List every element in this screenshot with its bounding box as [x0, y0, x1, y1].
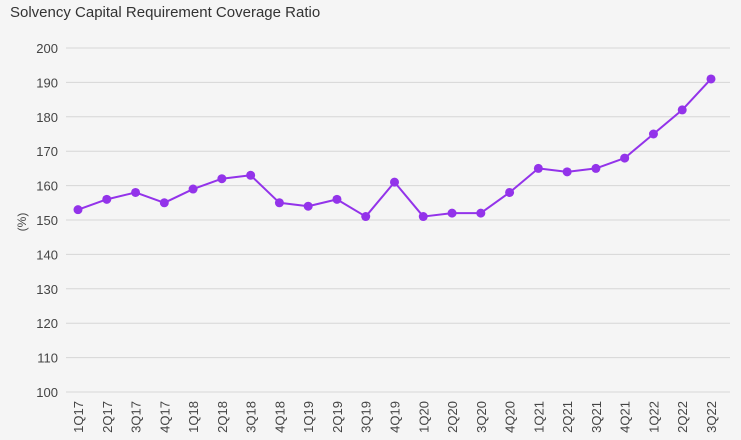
data-point-4Q19	[390, 177, 399, 187]
data-point-1Q21	[533, 163, 543, 173]
y-tick-label-190: 190	[36, 75, 58, 90]
y-tick-label-150: 150	[36, 213, 58, 228]
x-tick-label-1Q18: 1Q18	[186, 401, 201, 433]
data-point-2Q18	[217, 174, 227, 184]
y-tick-label-200: 200	[36, 41, 58, 56]
x-tick-label-1Q17: 1Q17	[71, 401, 86, 433]
x-tick-label-2Q22: 2Q22	[675, 401, 690, 433]
x-tick-label-4Q18: 4Q18	[272, 401, 287, 433]
data-point-2Q19	[332, 194, 342, 204]
x-tick-label-3Q17: 3Q17	[129, 401, 144, 433]
series-layer	[73, 74, 716, 222]
y-tick-label-170: 170	[36, 144, 58, 159]
x-tick-label-1Q22: 1Q22	[646, 401, 661, 433]
x-tick-label-1Q20: 1Q20	[416, 401, 431, 433]
data-point-3Q18	[246, 170, 256, 180]
x-tick-label-4Q17: 4Q17	[157, 401, 172, 433]
x-axis-ticks: 1Q17 2Q17 3Q17 4Q17 1Q18 2Q18 3Q18 4Q18 1Q19 2Q19…	[71, 401, 719, 433]
y-tick-label-130: 130	[36, 282, 58, 297]
x-tick-label-1Q19: 1Q19	[301, 401, 316, 433]
x-tick-label-4Q19: 4Q19	[388, 401, 403, 433]
x-tick-label-3Q18: 3Q18	[244, 401, 259, 433]
y-axis-ticks: 100 110 120 130 140 150 160 170 180 190 200	[36, 41, 58, 400]
x-tick-label-3Q21: 3Q21	[589, 401, 604, 433]
data-point-4Q20	[505, 187, 515, 197]
data-point-1Q18	[188, 184, 198, 194]
y-tick-label-140: 140	[36, 247, 58, 262]
y-axis-label: (%)	[15, 213, 29, 232]
x-tick-label-1Q21: 1Q21	[531, 401, 546, 433]
x-tick-label-2Q21: 2Q21	[560, 401, 575, 433]
chart-title: Solvency Capital Requirement Coverage Ra…	[10, 4, 321, 21]
x-tick-label-4Q20: 4Q20	[503, 401, 518, 433]
x-tick-label-4Q21: 4Q21	[618, 401, 633, 433]
y-tick-label-120: 120	[36, 316, 58, 331]
y-tick-label-110: 110	[37, 351, 58, 366]
x-tick-label-2Q20: 2Q20	[445, 401, 460, 433]
data-point-2Q21	[562, 167, 572, 177]
data-point-1Q17	[73, 205, 83, 215]
data-point-4Q21	[620, 153, 630, 163]
data-point-3Q17	[131, 187, 141, 197]
data-point-2Q20	[447, 208, 457, 218]
x-tick-label-2Q18: 2Q18	[215, 401, 230, 433]
data-point-3Q20	[476, 208, 486, 218]
x-tick-label-3Q22: 3Q22	[704, 401, 719, 433]
y-tick-label-100: 100	[36, 385, 58, 400]
x-tick-label-2Q17: 2Q17	[100, 401, 115, 433]
grid-lines	[66, 47, 730, 393]
y-tick-label-180: 180	[36, 110, 58, 125]
series-line-0	[77, 78, 712, 218]
data-point-2Q22	[677, 105, 687, 115]
data-point-3Q22	[706, 74, 716, 84]
data-point-3Q19	[361, 212, 371, 222]
data-point-4Q17	[159, 198, 169, 208]
data-point-1Q20	[418, 212, 428, 222]
x-tick-label-3Q19: 3Q19	[359, 401, 374, 433]
data-point-3Q21	[591, 163, 601, 173]
data-point-1Q19	[303, 201, 313, 211]
y-tick-label-160: 160	[36, 179, 58, 194]
x-tick-label-2Q19: 2Q19	[330, 401, 345, 433]
data-point-2Q17	[102, 194, 112, 204]
data-point-4Q18	[274, 198, 284, 208]
data-point-1Q22	[648, 129, 658, 139]
x-tick-label-3Q20: 3Q20	[474, 401, 489, 433]
